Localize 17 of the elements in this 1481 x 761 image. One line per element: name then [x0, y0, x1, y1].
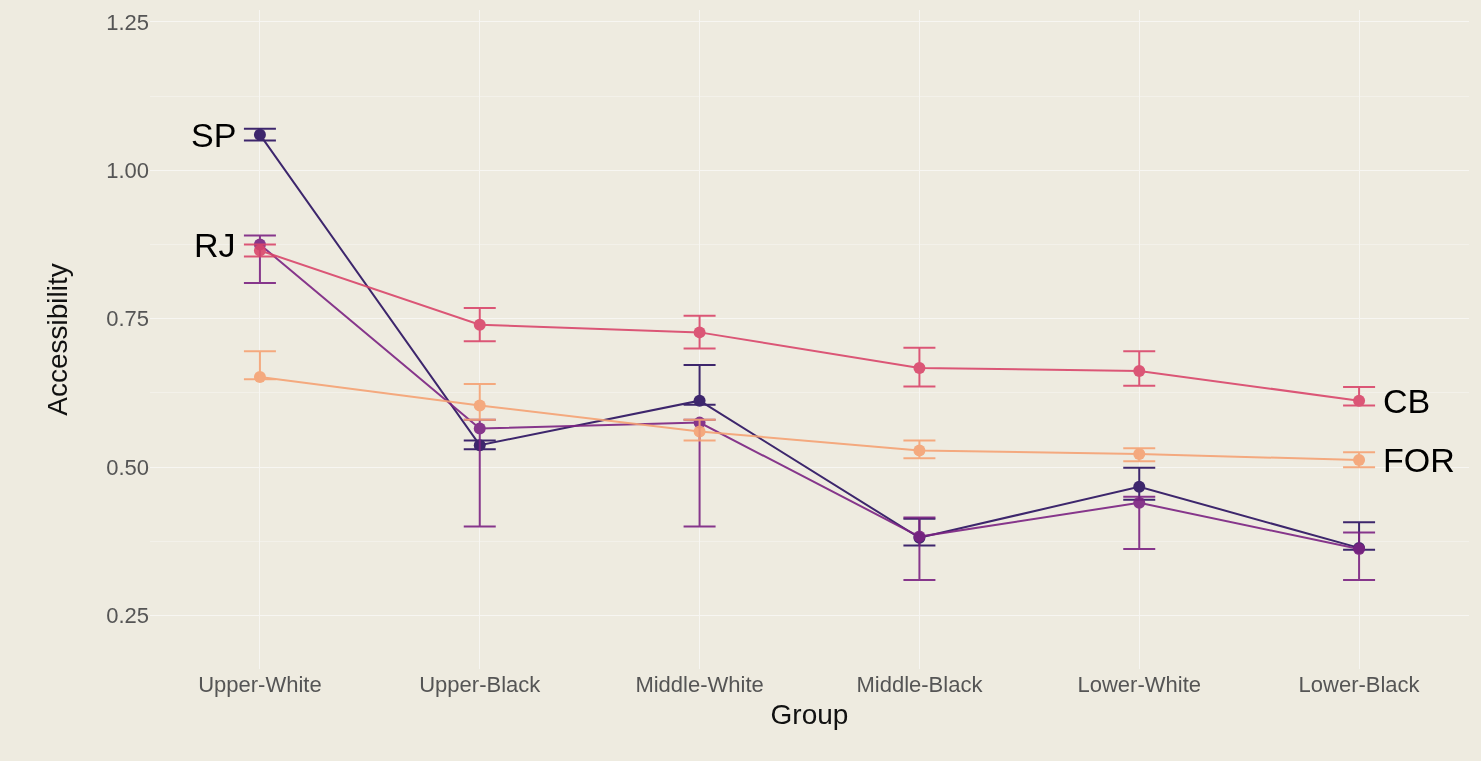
x-tick-label: Upper-Black [419, 672, 542, 697]
x-tick-label: Lower-Black [1298, 672, 1421, 697]
x-tick-label: Middle-White [635, 672, 764, 697]
series-label: CB [1383, 382, 1431, 420]
y-tick-label: 0.75 [106, 306, 149, 332]
y-axis-title: Accessibility [41, 263, 73, 416]
y-tick-label: 0.50 [106, 454, 149, 480]
series-label: FOR [1383, 441, 1455, 479]
x-tick-label: Upper-White [198, 672, 322, 697]
x-axis-title: Group [770, 699, 849, 731]
x-tick-label: Middle-Black [856, 672, 984, 697]
x-tick-label: Lower-White [1077, 672, 1201, 697]
y-tick-label: 1.25 [106, 9, 149, 35]
y-tick-label: 0.25 [106, 603, 149, 629]
series-label: RJ [194, 226, 236, 264]
series-label: SP [191, 116, 237, 154]
y-tick-label: 1.00 [106, 158, 149, 183]
